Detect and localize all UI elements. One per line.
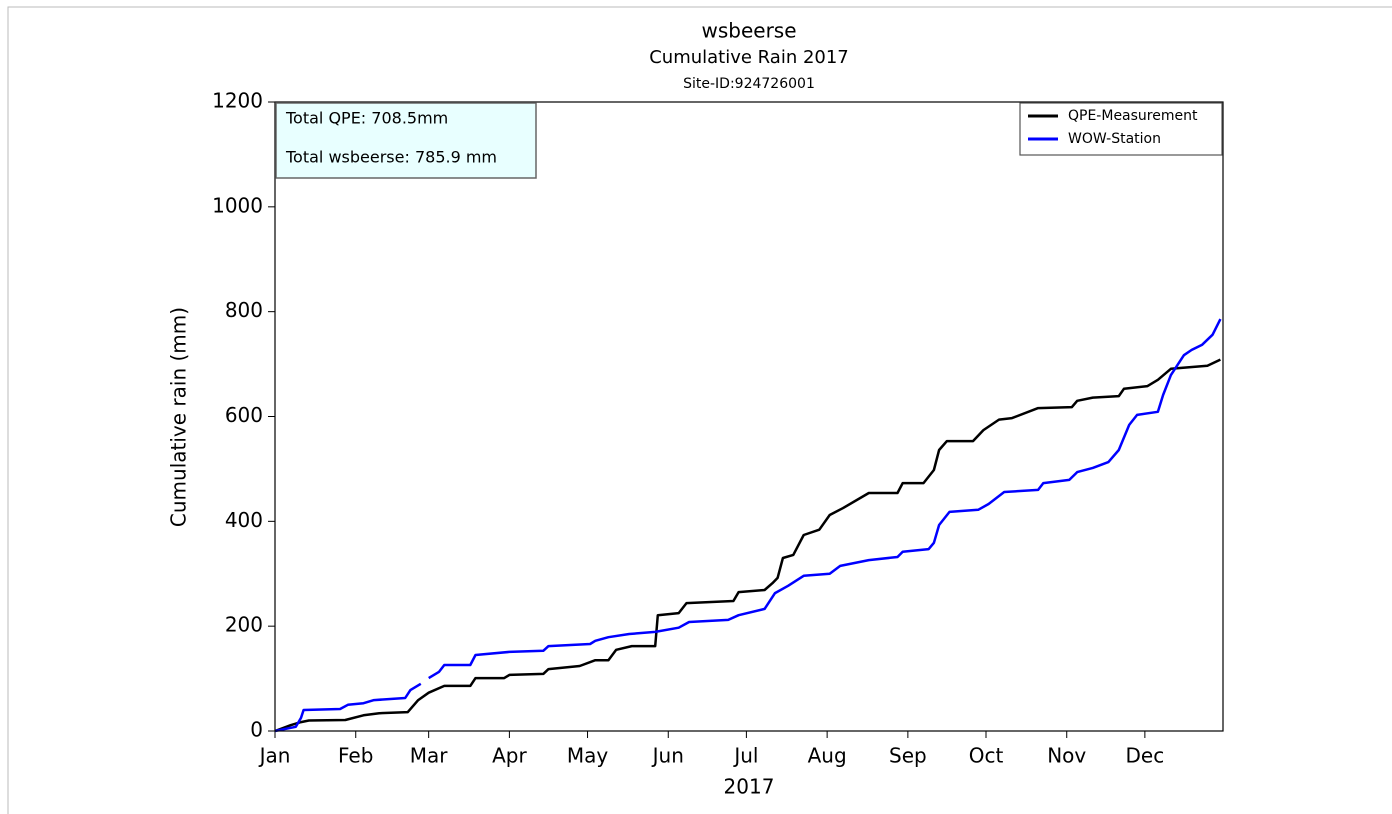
legend-box <box>1019 102 1223 156</box>
x-tick-label: Jul <box>732 744 758 768</box>
x-tick-label: Mar <box>410 744 449 768</box>
site-id: Site-ID:924726001 <box>683 76 815 92</box>
legend-label: QPE-Measurement <box>1068 108 1198 124</box>
legend-label: WOW-Station <box>1068 131 1161 147</box>
x-tick-label: Oct <box>969 744 1004 768</box>
annotation: Total wsbeerse: 785.9 mm <box>285 148 497 167</box>
x-axis-label: 2017 <box>724 775 775 799</box>
x-tick-label: Sep <box>889 744 927 768</box>
annotation: Total QPE: 708.5mm <box>285 109 448 128</box>
x-tick-label: Aug <box>808 744 847 768</box>
x-tick-label: Apr <box>492 744 527 768</box>
y-tick-label: 600 <box>225 403 263 427</box>
y-tick-label: 0 <box>250 718 263 742</box>
chart-title: wsbeerse <box>701 19 796 43</box>
x-tick-label: Feb <box>338 744 373 768</box>
chart-subtitle: Cumulative Rain 2017 <box>649 47 849 68</box>
y-tick-label: 400 <box>225 508 263 532</box>
series-line <box>274 358 1221 733</box>
x-tick-label: Jan <box>258 744 291 768</box>
x-tick-label: Dec <box>1126 744 1165 768</box>
x-tick-label: Nov <box>1047 744 1086 768</box>
annotation-box <box>275 102 537 179</box>
plot-frame <box>274 101 1224 732</box>
y-tick-label: 1200 <box>212 89 263 113</box>
x-tick-label: May <box>567 744 609 768</box>
y-tick-label: 1000 <box>212 193 263 217</box>
series-line <box>274 318 1222 733</box>
x-tick-label: Jun <box>651 744 684 768</box>
y-axis-label: Cumulative rain (mm) <box>167 307 191 527</box>
y-tick-label: 200 <box>225 613 263 637</box>
y-tick-label: 800 <box>225 298 263 322</box>
frame <box>7 6 1392 814</box>
